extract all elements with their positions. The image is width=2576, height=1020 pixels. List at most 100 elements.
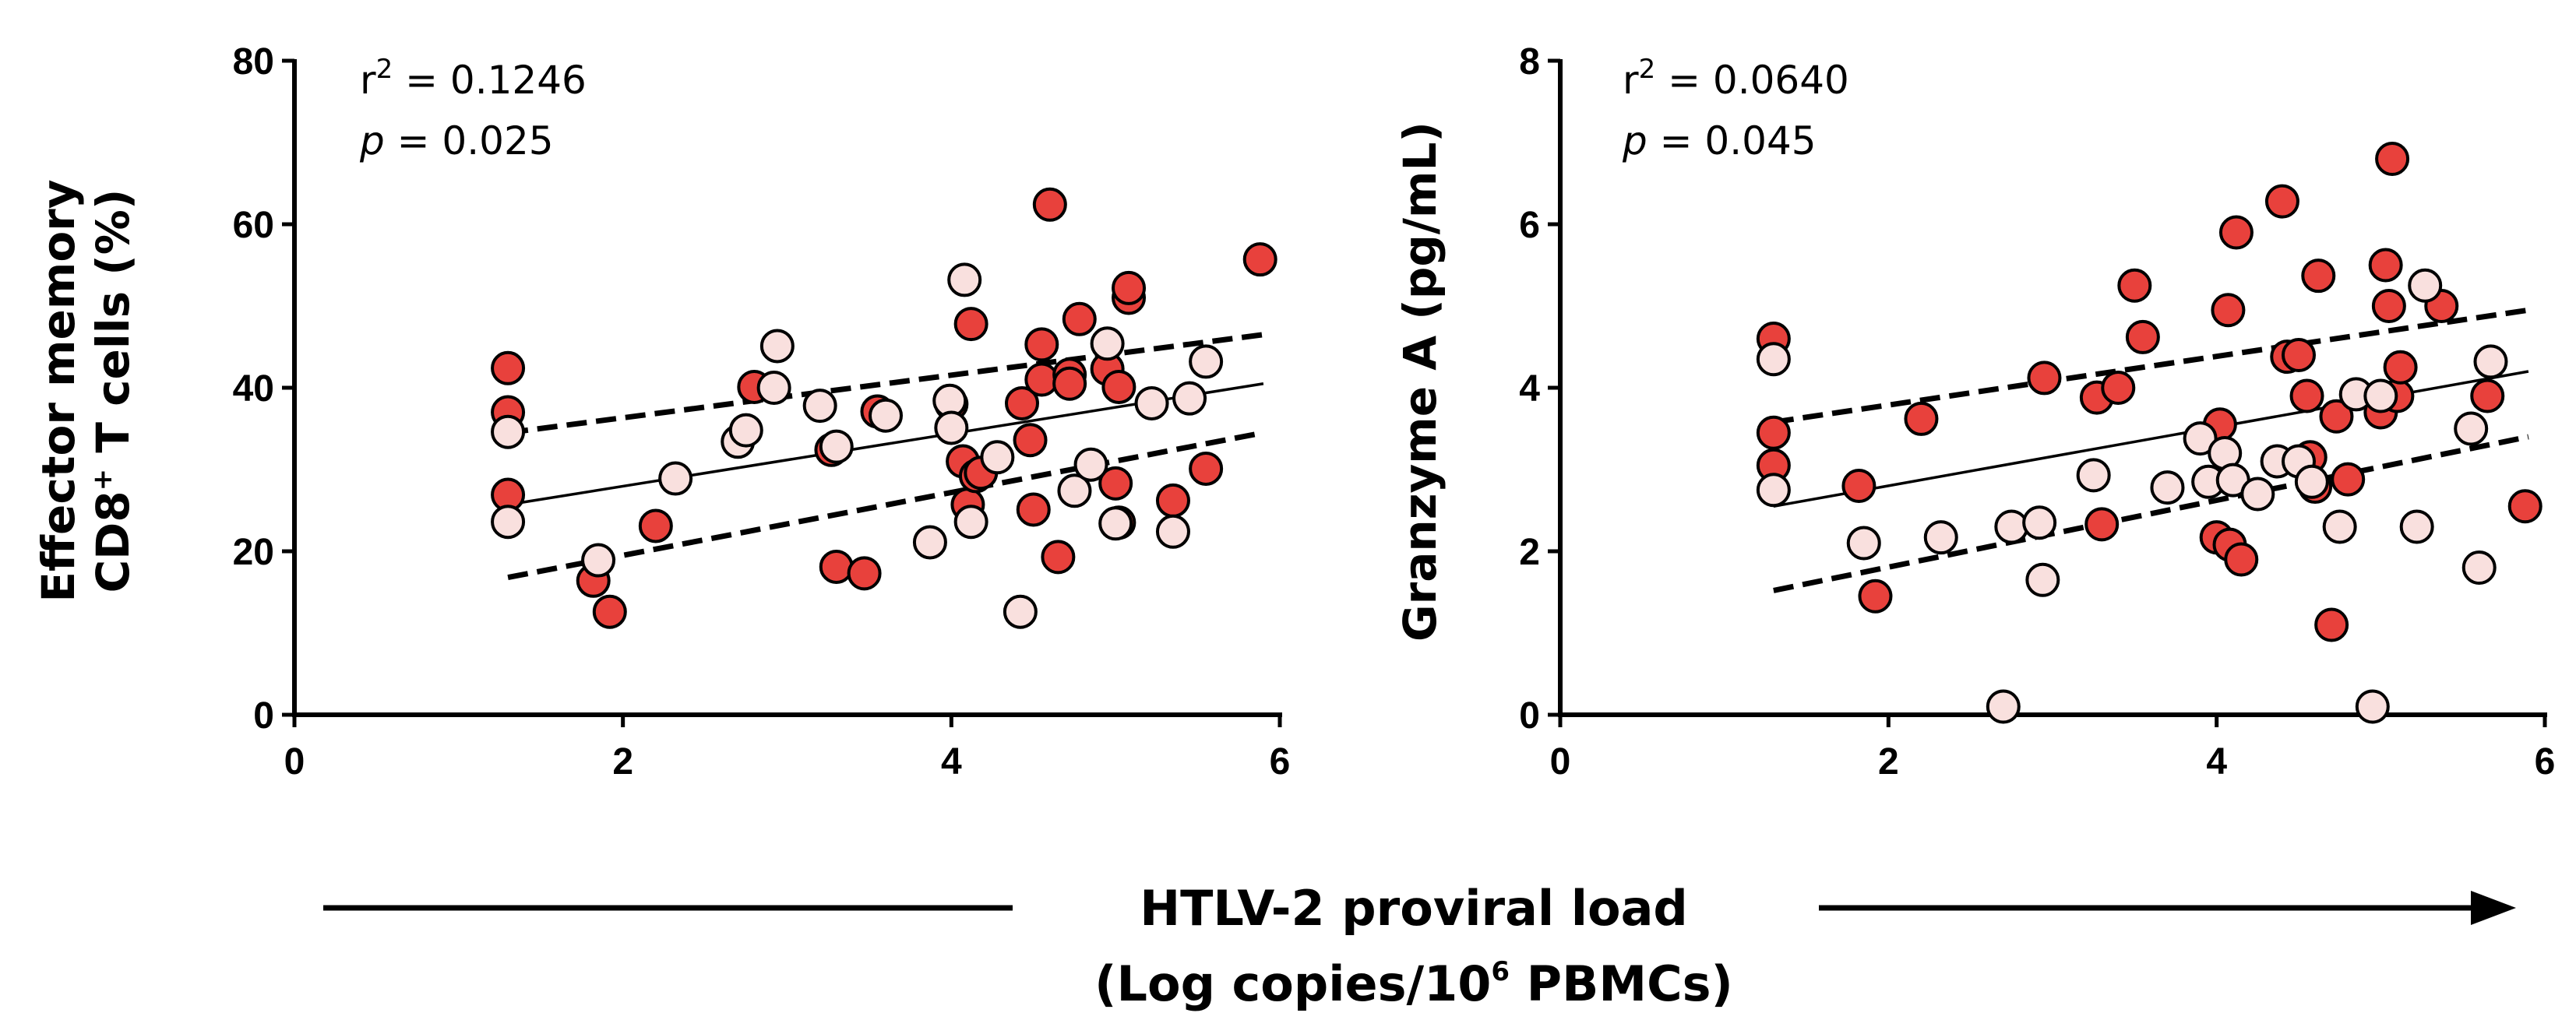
data-point-pink — [912, 525, 947, 560]
y-tick-label: 80 — [233, 41, 274, 83]
data-point-red — [2470, 378, 2505, 413]
data-point-pink — [2399, 509, 2434, 544]
y-tick-label: 0 — [1519, 695, 1540, 737]
stats-annotation: r2 = 0.0640 p = 0.045 — [1622, 54, 1849, 164]
data-point-red — [953, 307, 988, 342]
data-point-red — [592, 594, 627, 629]
p-value-annotation: p = 0.025 — [359, 118, 554, 164]
data-point-red — [1756, 415, 1791, 450]
data-point-red — [1016, 492, 1051, 527]
data-point-pink — [2473, 344, 2508, 379]
data-point-pink — [2454, 411, 2489, 446]
data-point-pink — [1189, 344, 1224, 379]
data-point-pink — [1756, 473, 1791, 508]
ci-upper-line — [507, 332, 1264, 436]
tick-labels: 0 2 4 6 8 0 2 4 6 — [1519, 41, 2555, 783]
ci-upper-line — [1773, 307, 2529, 425]
y-tick-label: 60 — [233, 205, 274, 246]
data-point-red — [1189, 451, 1224, 486]
y-axis-label: Granzyme A (pg/mL) — [1394, 121, 1447, 642]
data-point-red — [2101, 371, 2136, 405]
data-point-red — [2084, 507, 2120, 542]
y-axis-label-line2: CD8+ T cells (%) — [86, 189, 139, 593]
data-point-red — [2375, 142, 2410, 176]
data-point-red — [1041, 540, 1076, 575]
data-point-red — [1024, 327, 1059, 362]
data-point-pink — [2240, 477, 2275, 512]
ci-lower-line — [1773, 434, 2529, 593]
x-tick-label: 2 — [612, 741, 633, 783]
y-tick-label: 2 — [1519, 532, 1540, 573]
data-point-pink — [2022, 505, 2057, 540]
data-point-red — [2211, 293, 2246, 328]
data-point-red — [2507, 489, 2543, 524]
data-point-pink — [869, 398, 903, 433]
data-point-red — [2301, 259, 2336, 294]
y-tick-label: 8 — [1519, 41, 1540, 83]
x-tick-label: 6 — [2535, 741, 2556, 783]
data-point-pink — [2322, 509, 2357, 544]
data-point-pink — [1756, 342, 1791, 377]
confidence-band — [1773, 307, 2529, 593]
data-point-pink — [1090, 326, 1125, 361]
x-tick-label: 2 — [1878, 741, 1899, 783]
data-point-red — [2368, 248, 2403, 283]
data-point-red — [1013, 423, 1048, 458]
data-point-red — [1841, 469, 1876, 503]
data-point-pink — [491, 414, 526, 449]
y-tick-label: 4 — [1519, 368, 1540, 410]
data-point-pink — [2150, 470, 2185, 505]
r2-annotation: r2 = 0.0640 — [1623, 54, 1849, 103]
data-point-pink — [491, 505, 526, 540]
y-axis-label: Effector memory CD8+ T cells (%) — [32, 179, 139, 602]
data-point-red — [1032, 187, 1067, 222]
data-point-pink — [728, 413, 763, 448]
data-point-red — [2371, 289, 2406, 323]
data-point-pink — [934, 410, 969, 445]
data-point-pink — [2294, 464, 2329, 499]
axes — [282, 58, 1282, 727]
stats-annotation: r2 = 0.1246 p = 0.025 — [359, 54, 587, 164]
data-point-red — [1098, 466, 1133, 501]
data-point-red — [1052, 366, 1087, 401]
data-point-red — [1004, 385, 1039, 420]
data-point-red — [2314, 607, 2349, 642]
data-point-red — [1858, 579, 1893, 614]
data-point-pink — [1994, 509, 2029, 544]
data-point-pink — [756, 371, 791, 405]
data-point-pink — [1134, 385, 1169, 420]
data-point-red — [2218, 215, 2254, 250]
y-tick-label: 6 — [1519, 205, 1540, 246]
data-point-red — [2224, 542, 2259, 577]
data-point-pink — [658, 461, 693, 496]
data-point-pink — [947, 262, 982, 297]
data-point-red — [847, 556, 882, 591]
data-point-pink — [1986, 689, 2021, 724]
data-point-red — [1024, 362, 1059, 397]
data-point-red — [1101, 369, 1136, 404]
data-point-pink — [1003, 594, 1038, 629]
x-axis-label-line1: HTLV-2 proviral load — [1140, 880, 1688, 937]
data-point-pink — [2408, 268, 2443, 303]
data-point-red — [2117, 268, 2152, 303]
data-point-red — [2027, 361, 2062, 396]
x-tick-label: 6 — [1270, 741, 1291, 783]
data-point-pink — [802, 389, 837, 424]
y-tick-label: 40 — [233, 368, 274, 410]
x-axis-label-line2: (Log copies/106 PBMCs) — [1094, 955, 1733, 1012]
data-point-red — [2319, 399, 2354, 434]
data-point-red — [2331, 462, 2366, 497]
data-point-red — [1155, 483, 1190, 518]
y-tick-label: 0 — [253, 695, 274, 737]
data-point-pink — [1846, 526, 1881, 561]
data-point-pink — [2363, 378, 2398, 413]
confidence-band — [507, 332, 1264, 581]
data-points — [491, 187, 1277, 629]
data-point-red — [1112, 270, 1147, 305]
data-point-red — [2383, 350, 2418, 385]
data-point-pink — [581, 543, 616, 578]
panel-effector-memory: Effector memory CD8+ T cells (%) 0204060… — [32, 41, 1290, 783]
data-point-red — [638, 508, 673, 543]
x-arrow-head-icon — [2471, 891, 2516, 925]
